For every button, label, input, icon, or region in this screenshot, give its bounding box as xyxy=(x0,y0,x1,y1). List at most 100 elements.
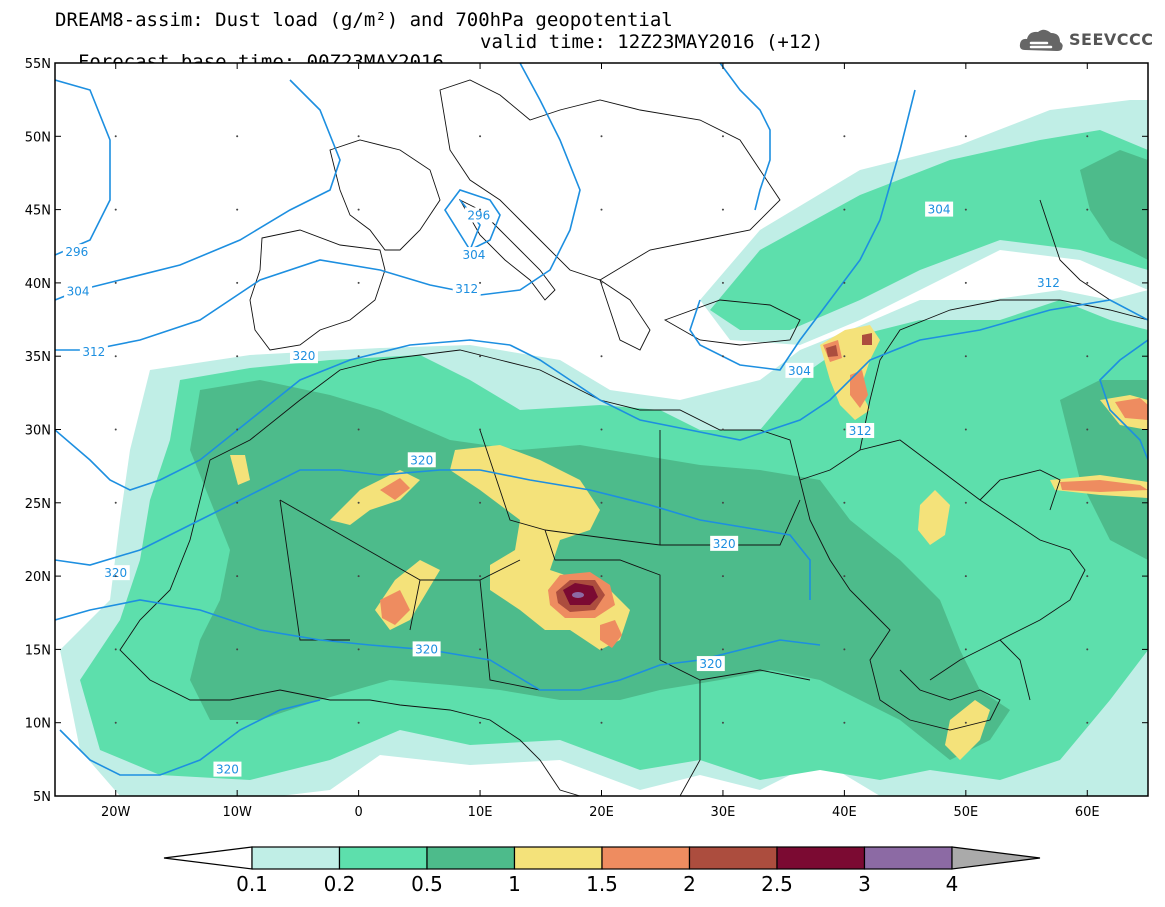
graticule-dot xyxy=(114,135,117,138)
lat-label: 15N xyxy=(25,643,51,658)
graticule-dot xyxy=(236,501,239,504)
contour-label: 296 xyxy=(65,245,88,259)
lon-label: 60E xyxy=(1075,805,1100,820)
contour-label-bg xyxy=(464,207,493,223)
graticule-dot xyxy=(843,575,846,578)
contour-label: 320 xyxy=(216,763,239,777)
graticule-dot xyxy=(114,501,117,504)
contour-label: 296 xyxy=(467,208,490,222)
graticule-dot xyxy=(1086,575,1089,578)
contour-label-bg xyxy=(213,761,242,777)
map-title: DREAM8-assim: Dust load (g/m²) and 700hP… xyxy=(55,9,673,31)
graticule-dot xyxy=(600,135,603,138)
graticule-dot xyxy=(236,135,239,138)
graticule-dot xyxy=(479,428,482,431)
coastlines-borders xyxy=(119,79,1148,796)
lon-label: 20W xyxy=(101,805,131,820)
graticule-dot xyxy=(600,648,603,651)
graticule-dot xyxy=(721,208,724,211)
colorbar-label: 0.1 xyxy=(236,872,268,896)
lon-label: 0 xyxy=(354,805,362,820)
graticule-dot xyxy=(114,428,117,431)
graticule-dot xyxy=(236,208,239,211)
lon-label: 50E xyxy=(953,805,978,820)
contour-label: 320 xyxy=(415,642,438,656)
contour-label: 320 xyxy=(293,349,316,363)
graticule-dot xyxy=(357,135,360,138)
colorbar: 0.1 0.2 0.5 1 1.5 2 2.5 3 4 xyxy=(163,846,1041,896)
graticule-dot xyxy=(721,721,724,724)
graticule-dot xyxy=(1086,721,1089,724)
graticule-dot xyxy=(721,575,724,578)
axis-labels: 55N 50N 45N 40N 35N 30N 25N 20N 15N 10N 5N 20W 10W 0 1… xyxy=(25,57,1100,820)
graticule-dot xyxy=(964,648,967,651)
graticule-dot xyxy=(236,575,239,578)
contour-labels: 296 304 312 296 304 312 304 312 320 304 312 320 320 3… xyxy=(62,201,1063,777)
contour-label-bg xyxy=(407,452,436,468)
contour-label-bg xyxy=(452,280,481,296)
contour-label: 320 xyxy=(410,453,433,467)
graticule-dot xyxy=(1086,428,1089,431)
graticule-dot xyxy=(479,501,482,504)
colorbar-label: 2.5 xyxy=(761,872,793,896)
graticule-dot xyxy=(114,648,117,651)
graticule-dot xyxy=(721,281,724,284)
graticule-dot xyxy=(479,648,482,651)
lat-label: 20N xyxy=(25,570,51,585)
lat-label: 45N xyxy=(25,204,51,219)
colorbar-over-arrow xyxy=(951,846,1041,870)
lon-label: 10W xyxy=(222,805,252,820)
graticule-dot xyxy=(964,721,967,724)
graticule-dot xyxy=(721,428,724,431)
graticule-dot xyxy=(114,208,117,211)
contour-label: 304 xyxy=(67,285,90,299)
contour-label-bg xyxy=(1034,274,1063,290)
graticule-dot xyxy=(843,281,846,284)
lat-label: 55N xyxy=(25,57,51,72)
lat-label: 10N xyxy=(25,717,51,732)
lat-label: 5N xyxy=(33,790,51,805)
contour-label-bg xyxy=(925,201,954,217)
graticule-dot xyxy=(357,281,360,284)
colorbar-label: 0.2 xyxy=(324,872,356,896)
graticule-dot xyxy=(600,501,603,504)
graticule-dot xyxy=(1086,208,1089,211)
contour-label-bg xyxy=(64,283,93,299)
graticule-dot xyxy=(1086,355,1089,358)
lat-label: 50N xyxy=(25,130,51,145)
contour-label-bg xyxy=(459,247,488,263)
contour-label-bg xyxy=(79,343,108,359)
contour-label-bg xyxy=(710,535,739,551)
cloud-logo-icon xyxy=(1019,29,1063,51)
graticule-dot xyxy=(964,428,967,431)
graticule-dot xyxy=(357,208,360,211)
graticule-dot xyxy=(236,648,239,651)
graticule-dot xyxy=(843,648,846,651)
lat-label: 35N xyxy=(25,350,51,365)
colorbar-segment xyxy=(426,846,516,870)
graticule-dot xyxy=(964,575,967,578)
lat-label: 25N xyxy=(25,497,51,512)
graticule-dot xyxy=(600,721,603,724)
graticule-dot xyxy=(357,721,360,724)
contour-label-bg xyxy=(62,244,91,260)
lon-label: 40E xyxy=(832,805,857,820)
colorbar-label: 3 xyxy=(858,872,871,896)
graticule-dot xyxy=(1086,135,1089,138)
graticule-dot xyxy=(843,501,846,504)
graticule-dot xyxy=(600,575,603,578)
colorbar-under-arrow xyxy=(163,846,253,870)
colorbar-segment xyxy=(776,846,866,870)
graticule-dot xyxy=(236,355,239,358)
graticule xyxy=(55,62,1148,797)
graticule-dot xyxy=(236,281,239,284)
graticule-dot xyxy=(114,281,117,284)
graticule-dot xyxy=(357,648,360,651)
contour-label: 312 xyxy=(1037,276,1060,290)
graticule-dot xyxy=(479,281,482,284)
graticule-dot xyxy=(479,208,482,211)
colorbar-segment xyxy=(513,846,603,870)
graticule-dot xyxy=(843,355,846,358)
lat-label: 40N xyxy=(25,277,51,292)
graticule-dot xyxy=(600,281,603,284)
